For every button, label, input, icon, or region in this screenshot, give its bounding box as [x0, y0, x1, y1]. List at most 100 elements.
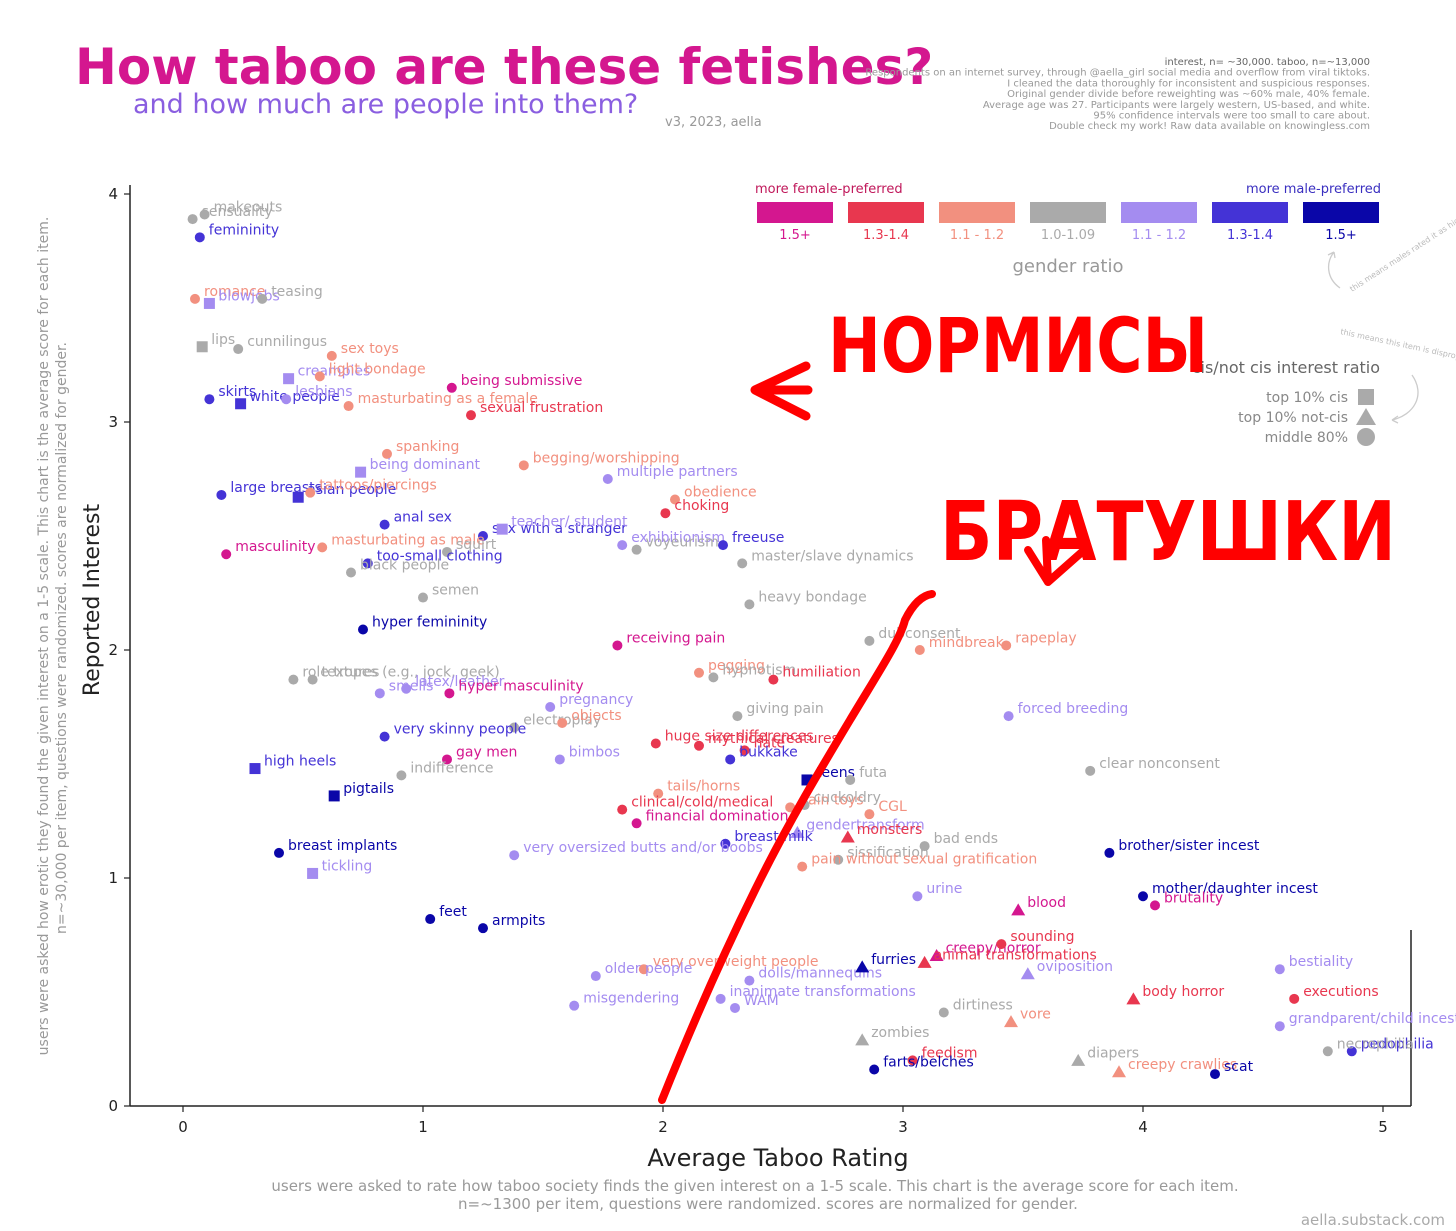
point-latex-leather	[401, 683, 412, 694]
point-voyeurism	[631, 544, 642, 555]
point-lips	[196, 341, 208, 353]
point-label-femininity: femininity	[209, 222, 279, 238]
point-choking	[660, 508, 671, 519]
point-blood	[1011, 903, 1026, 916]
point-label-teacher-student: teacher/ student	[511, 514, 628, 530]
shape-legend: top 10% cis top 10% not-cis middle 80%	[1238, 389, 1376, 446]
point-label-black-people: black people	[360, 557, 449, 573]
point-label-very-oversized-butts-and-or-boobs: very oversized butts and/or boobs	[523, 840, 763, 856]
point-armpits	[478, 923, 488, 934]
point-label-blood: blood	[1027, 895, 1066, 911]
point-label-grandparent-child-incest: grandparent/child incest	[1289, 1011, 1456, 1027]
point-inanimate-transformations	[715, 993, 726, 1004]
point-label-brutality: brutality	[1164, 890, 1223, 906]
point-oviposition	[1020, 967, 1035, 980]
chart-title: How taboo are these fetishes?	[75, 38, 933, 96]
point-master-slave-dynamics	[737, 558, 748, 569]
ratio-note-arrow	[1327, 251, 1341, 289]
point-blowjobs	[203, 297, 215, 309]
point-label-hypnotism: hypnotism	[722, 662, 796, 678]
point-breast-implants	[274, 847, 284, 858]
point-wam	[730, 1002, 740, 1013]
point-label-sex-toys: sex toys	[341, 341, 399, 357]
point-very-oversized-butts-and-or-boobs	[509, 850, 520, 861]
legend-swatch-m13	[1212, 202, 1288, 223]
point-label-being-submissive: being submissive	[461, 373, 583, 389]
point-label-romance: romance	[204, 284, 265, 300]
point-label-heavy-bondage: heavy bondage	[758, 589, 866, 605]
point-label-too-small-clothing: too-small clothing	[377, 548, 503, 564]
point-label-scat: scat	[1224, 1059, 1254, 1075]
point-masculinity	[221, 549, 232, 560]
point-dubconsent	[864, 635, 875, 646]
point-label-monsters: monsters	[857, 822, 923, 838]
point-label-body-horror: body horror	[1142, 984, 1224, 1000]
legend-bin-label: 1.1 - 1.2	[950, 228, 1004, 243]
point-label-furries: furries	[871, 952, 916, 968]
point-dolls-mannequins	[744, 975, 755, 986]
point-breast-milk	[720, 838, 731, 849]
point-label-necrophilia: necrophilia	[1337, 1036, 1414, 1052]
point-hypnotism	[708, 672, 719, 683]
point-asian-people	[292, 491, 304, 503]
legend-bins: 1.5+ 1.3-1.4 1.1 - 1.2 1.0-1.09 1.1 - 1.2 1.3…	[757, 202, 1379, 243]
point-label-voyeurism: voyeurism	[646, 535, 719, 551]
point-label-sexual-frustration: sexual frustration	[480, 400, 603, 416]
x-axis-description: users were asked to rate how taboo socie…	[271, 1177, 1238, 1195]
point-label-rapeplay: rapeplay	[1015, 630, 1076, 646]
point-pegging	[694, 667, 704, 678]
legend-triangle-marker	[1356, 408, 1376, 425]
point-hyper-femininity	[358, 624, 368, 635]
point-label-teens: teens	[816, 765, 855, 781]
point-label-bimbos: bimbos	[569, 744, 620, 760]
point-executions	[1289, 993, 1300, 1004]
point-multiple-partners	[602, 474, 613, 484]
point-too-small-clothing	[362, 558, 373, 569]
point-label-very-skinny-people: very skinny people	[394, 722, 527, 738]
shape-legend-label: middle 80%	[1265, 430, 1348, 446]
point-cunnilingus	[233, 344, 244, 355]
point-label-cunnilingus: cunnilingus	[247, 334, 327, 350]
point-sex-with-a-stranger	[478, 531, 488, 541]
point-label-choking: choking	[674, 498, 729, 514]
point-label-tickling: tickling	[322, 858, 373, 874]
point-being-submissive	[446, 382, 457, 393]
point-label-creepy-crawlies: creepy crawlies	[1128, 1057, 1237, 1073]
point-label-role-tropes-e-g-jock-geek: role tropes (e.g., jock, geek)	[302, 665, 499, 681]
point-label-lesbians: lesbians	[295, 384, 352, 400]
point-label-hyper-masculinity: hyper masculinity	[458, 678, 583, 694]
methodology-notes: interest, n= ~30,000. taboo, n=~13,000Re…	[865, 57, 1370, 132]
point-freeuse	[718, 540, 728, 551]
methodology-note: Original gender divide before reweightin…	[1007, 89, 1370, 100]
point-label-sounding: sounding	[1010, 929, 1074, 945]
point-huge-size-differences	[650, 738, 661, 749]
point-furries	[855, 960, 870, 973]
point-label-brother-sister-incest: brother/sister incest	[1118, 838, 1260, 854]
point-label-humiliation: humiliation	[782, 665, 860, 681]
point-rapeplay	[1001, 640, 1012, 651]
point-label-clear-nonconsent: clear nonconsent	[1099, 756, 1220, 772]
point-indifference	[396, 770, 407, 781]
point-label-breast-milk: breast milk	[734, 829, 813, 845]
point-label-misgendering: misgendering	[583, 991, 679, 1007]
point-high-heels	[249, 763, 261, 775]
point-label-mythical-creatures: mythical creatures	[708, 731, 839, 747]
point-scat	[1210, 1069, 1220, 1080]
point-label-feedism: feedism	[922, 1045, 978, 1061]
point-teacher-student	[496, 523, 508, 535]
point-label-older-people: older people	[605, 961, 693, 977]
cis-legend-title: cis/not cis interest ratio	[1192, 358, 1380, 377]
point-gay-men	[442, 754, 452, 765]
point-label-farts-belches: farts/belches	[883, 1055, 974, 1071]
source-credit: aella.substack.com	[1301, 1211, 1445, 1229]
red-annotations: НОРМИСЫ БРАТУШКИ	[658, 301, 1396, 1104]
point-label-master-slave-dynamics: master/slave dynamics	[751, 548, 913, 564]
point-squirt	[442, 546, 452, 557]
point-label-latex-leather: latex/leather	[415, 674, 504, 690]
point-financial-domination	[631, 818, 642, 829]
point-objects	[557, 717, 568, 728]
x-tick-label: 4	[1138, 1118, 1148, 1136]
point-spanking	[382, 448, 392, 459]
point-large-breasts	[216, 489, 227, 500]
point-creampies	[283, 373, 295, 385]
